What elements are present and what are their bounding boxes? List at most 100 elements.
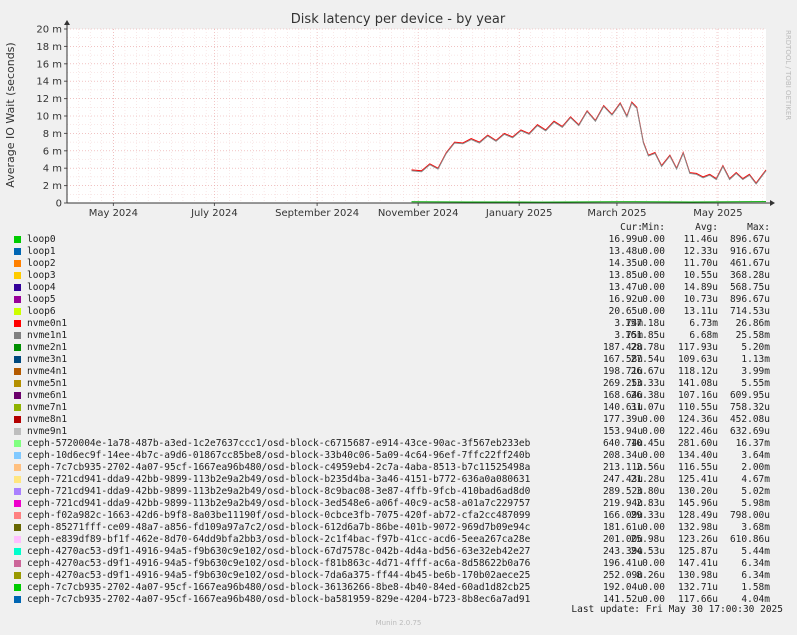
legend-row: nvme3n1 167.58u 27.54u 109.63u 1.13m bbox=[14, 354, 784, 366]
series-line-nvme3n1 bbox=[411, 201, 767, 203]
y-tick-label: 14 m bbox=[36, 77, 62, 88]
legend-swatch bbox=[14, 308, 21, 315]
legend-value-cur: 252.09u bbox=[602, 570, 643, 581]
legend-value-min: 0.00 bbox=[642, 558, 665, 569]
legend-swatch bbox=[14, 428, 21, 435]
legend-row: ceph-5720004e-1a78-487b-a3ed-1c2e7637ccc… bbox=[14, 438, 784, 450]
legend-row: nvme7n1 140.61u 31.07u 110.55u 758.32u bbox=[14, 402, 784, 414]
legend-series-name: ceph-721cd941-dda9-42bb-9899-113b2e9a2b4… bbox=[27, 498, 531, 509]
legend-value-max: 632.69u bbox=[729, 426, 770, 437]
legend-value-min: 26.67u bbox=[630, 366, 665, 377]
legend-series-name: loop6 bbox=[27, 306, 56, 317]
legend-value-cur: 181.61u bbox=[602, 522, 643, 533]
legend-swatch bbox=[14, 248, 21, 255]
legend-value-avg: 141.08u bbox=[677, 378, 718, 389]
legend-value-min: 31.07u bbox=[630, 402, 665, 413]
legend-value-cur: 219.94u bbox=[602, 498, 643, 509]
legend-value-avg: 116.55u bbox=[677, 462, 718, 473]
legend-value-min: 0.00 bbox=[642, 306, 665, 317]
legend-value-avg: 117.66u bbox=[677, 594, 718, 605]
legend-value-max: 758.32u bbox=[729, 402, 770, 413]
legend-value-cur: 168.64u bbox=[602, 390, 643, 401]
legend-row: nvme2n1 187.42u 28.78u 117.93u 5.20m bbox=[14, 342, 784, 354]
legend-value-min: 0.00 bbox=[642, 522, 665, 533]
legend-value-avg: 125.87u bbox=[677, 546, 718, 557]
y-axis-label: Average IO Wait (seconds) bbox=[4, 42, 17, 187]
y-tick-label: 18 m bbox=[36, 42, 62, 53]
legend-series-name: ceph-10d6ec9f-14ee-4b7c-a9d6-01867cc85be… bbox=[27, 450, 531, 461]
legend-value-max: 3.68m bbox=[741, 522, 770, 533]
legend-value-avg: 134.40u bbox=[677, 450, 718, 461]
legend-series-name: nvme2n1 bbox=[27, 342, 68, 353]
legend-value-avg: 117.93u bbox=[677, 342, 718, 353]
legend-value-cur: 13.48u bbox=[608, 246, 643, 257]
x-axis-arrow bbox=[770, 200, 775, 206]
legend-value-min: 2.56u bbox=[636, 462, 665, 473]
legend-value-max: 5.20m bbox=[741, 342, 770, 353]
legend-value-avg: 130.98u bbox=[677, 570, 718, 581]
legend-value-min: 0.00 bbox=[642, 450, 665, 461]
legend-value-avg: 281.60u bbox=[677, 438, 718, 449]
legend-value-max: 1.13m bbox=[741, 354, 770, 365]
legend-series-name: loop4 bbox=[27, 282, 56, 293]
legend-series-name: nvme0n1 bbox=[27, 318, 68, 329]
legend-row: loop4 13.47u 0.00 14.89u 568.75u bbox=[14, 282, 784, 294]
y-tick-label: 20 m bbox=[36, 25, 62, 36]
legend-value-max: 3.99m bbox=[741, 366, 770, 377]
legend-value-avg: 123.26u bbox=[677, 534, 718, 545]
legend-series-name: nvme4n1 bbox=[27, 366, 68, 377]
legend-value-cur: 13.47u bbox=[608, 282, 643, 293]
legend-row: ceph-721cd941-dda9-42bb-9899-113b2e9a2b4… bbox=[14, 474, 784, 486]
x-tick-label: May 2024 bbox=[89, 208, 138, 219]
legend-value-cur: 13.85u bbox=[608, 270, 643, 281]
legend-series-name: nvme8n1 bbox=[27, 414, 68, 425]
legend-row: ceph-10d6ec9f-14ee-4b7c-a9d6-01867cc85be… bbox=[14, 450, 784, 462]
legend-value-cur: 269.25u bbox=[602, 378, 643, 389]
legend-header-avg: Avg: bbox=[695, 222, 718, 233]
legend-series-name: ceph-7c7cb935-2702-4a07-95cf-1667ea96b48… bbox=[27, 462, 531, 473]
legend-value-avg: 145.96u bbox=[677, 498, 718, 509]
legend-value-min: 0.00 bbox=[642, 582, 665, 593]
legend-value-min: 0.00 bbox=[642, 414, 665, 425]
legend-header-max: Max: bbox=[747, 222, 770, 233]
legend-series-name: nvme6n1 bbox=[27, 390, 68, 401]
legend-row: nvme0n1 3.74m 157.18u 6.73m 26.86m bbox=[14, 318, 784, 330]
legend-value-cur: 20.65u bbox=[608, 306, 643, 317]
legend-value-avg: 109.63u bbox=[677, 354, 718, 365]
legend-value-max: 5.44m bbox=[741, 546, 770, 557]
legend-value-cur: 196.41u bbox=[602, 558, 643, 569]
legend-series-name: ceph-721cd941-dda9-42bb-9899-113b2e9a2b4… bbox=[27, 474, 531, 485]
legend-value-max: 798.00u bbox=[729, 510, 770, 521]
legend-value-max: 16.37m bbox=[735, 438, 770, 449]
legend-swatch bbox=[14, 332, 21, 339]
legend-value-min: 0.00 bbox=[642, 270, 665, 281]
legend-series-name: loop2 bbox=[27, 258, 56, 269]
legend-swatch bbox=[14, 260, 21, 267]
legend-value-avg: 124.36u bbox=[677, 414, 718, 425]
legend-swatch bbox=[14, 416, 21, 423]
legend-value-min: 29.33u bbox=[630, 510, 665, 521]
y-tick-label: 0 bbox=[56, 199, 62, 210]
legend-value-cur: 166.09u bbox=[602, 510, 643, 521]
legend-value-max: 5.55m bbox=[741, 378, 770, 389]
legend-row: nvme4n1 198.71u 26.67u 118.12u 3.99m bbox=[14, 366, 784, 378]
legend-row: loop6 20.65u 0.00 13.11u 714.53u bbox=[14, 306, 784, 318]
legend-value-cur: 177.39u bbox=[602, 414, 643, 425]
legend-value-avg: 11.70u bbox=[683, 258, 718, 269]
y-tick-label: 4 m bbox=[43, 164, 62, 175]
legend-row: ceph-721cd941-dda9-42bb-9899-113b2e9a2b4… bbox=[14, 486, 784, 498]
footer: Munin 2.0.75 bbox=[375, 619, 422, 627]
legend-row: ceph-f02a982c-1663-42d6-b9f8-8a03be11190… bbox=[14, 510, 784, 522]
legend-row: nvme9n1 153.94u 0.00 122.46u 632.69u bbox=[14, 426, 784, 438]
legend-row: ceph-7c7cb935-2702-4a07-95cf-1667ea96b48… bbox=[14, 462, 784, 474]
legend-row: loop0 16.99u 0.00 11.46u 896.67u bbox=[14, 234, 784, 246]
legend-value-max: 896.67u bbox=[729, 234, 770, 245]
rrdtool-credit: RRDTOOL / TOBI OETIKER bbox=[784, 30, 792, 120]
legend-series-name: nvme9n1 bbox=[27, 426, 68, 437]
legend-value-max: 4.04m bbox=[741, 594, 770, 605]
legend-value-min: 24.53u bbox=[630, 546, 665, 557]
legend-swatch bbox=[14, 584, 21, 591]
legend-value-min: 8.26u bbox=[636, 570, 665, 581]
legend-value-max: 5.02m bbox=[741, 486, 770, 497]
legend-value-avg: 118.12u bbox=[677, 366, 718, 377]
